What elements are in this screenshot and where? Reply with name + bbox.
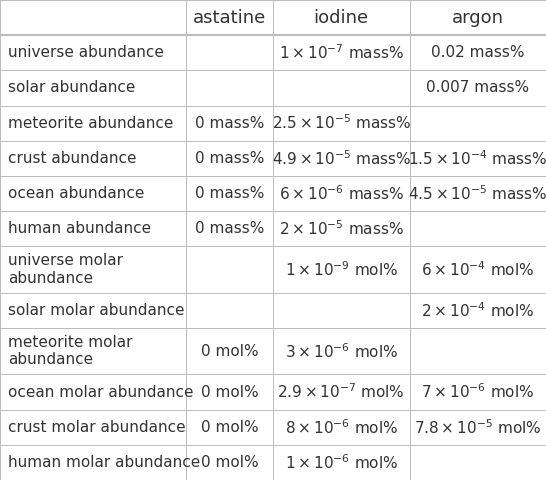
Text: 0 mol%: 0 mol%	[200, 420, 258, 435]
Text: iodine: iodine	[314, 9, 369, 26]
Text: $7.8\times10^{-5}$ mol%: $7.8\times10^{-5}$ mol%	[414, 418, 542, 437]
Text: $4.9\times10^{-5}$ mass%: $4.9\times10^{-5}$ mass%	[271, 149, 411, 168]
Text: $6\times10^{-4}$ mol%: $6\times10^{-4}$ mol%	[421, 260, 535, 279]
Text: $2\times10^{-5}$ mass%: $2\times10^{-5}$ mass%	[279, 219, 403, 238]
Text: crust abundance: crust abundance	[8, 151, 136, 166]
Text: 0 mol%: 0 mol%	[200, 384, 258, 399]
Text: solar molar abundance: solar molar abundance	[8, 303, 185, 318]
Text: $3\times10^{-6}$ mol%: $3\times10^{-6}$ mol%	[284, 342, 398, 360]
Text: $1\times10^{-9}$ mol%: $1\times10^{-9}$ mol%	[284, 260, 398, 279]
Text: $2.5\times10^{-5}$ mass%: $2.5\times10^{-5}$ mass%	[271, 114, 411, 132]
Text: argon: argon	[452, 9, 504, 26]
Text: 0 mass%: 0 mass%	[194, 116, 264, 131]
Text: ocean molar abundance: ocean molar abundance	[8, 384, 194, 399]
Text: 0 mol%: 0 mol%	[200, 344, 258, 359]
Text: 0 mass%: 0 mass%	[194, 186, 264, 201]
Text: meteorite abundance: meteorite abundance	[8, 116, 174, 131]
Text: $1\times10^{-6}$ mol%: $1\times10^{-6}$ mol%	[284, 453, 398, 472]
Text: crust molar abundance: crust molar abundance	[8, 420, 186, 435]
Text: 0.02 mass%: 0.02 mass%	[431, 45, 525, 60]
Text: $1.5\times10^{-4}$ mass%: $1.5\times10^{-4}$ mass%	[408, 149, 546, 168]
Text: meteorite molar
abundance: meteorite molar abundance	[8, 335, 133, 367]
Text: 0 mass%: 0 mass%	[194, 151, 264, 166]
Text: universe abundance: universe abundance	[8, 45, 164, 60]
Text: $2.9\times10^{-7}$ mol%: $2.9\times10^{-7}$ mol%	[277, 383, 405, 401]
Text: $2\times10^{-4}$ mol%: $2\times10^{-4}$ mol%	[421, 301, 535, 320]
Text: 0.007 mass%: 0.007 mass%	[426, 81, 529, 96]
Text: 0 mass%: 0 mass%	[194, 221, 264, 236]
Text: $8\times10^{-6}$ mol%: $8\times10^{-6}$ mol%	[284, 418, 398, 437]
Text: $1\times10^{-7}$ mass%: $1\times10^{-7}$ mass%	[279, 43, 403, 62]
Text: universe molar
abundance: universe molar abundance	[8, 253, 123, 286]
Text: $7\times10^{-6}$ mol%: $7\times10^{-6}$ mol%	[421, 383, 535, 401]
Text: 0 mol%: 0 mol%	[200, 455, 258, 470]
Text: solar abundance: solar abundance	[8, 81, 135, 96]
Text: $4.5\times10^{-5}$ mass%: $4.5\times10^{-5}$ mass%	[408, 184, 546, 203]
Text: human molar abundance: human molar abundance	[8, 455, 200, 470]
Text: human abundance: human abundance	[8, 221, 151, 236]
Text: $6\times10^{-6}$ mass%: $6\times10^{-6}$ mass%	[279, 184, 403, 203]
Text: ocean abundance: ocean abundance	[8, 186, 145, 201]
Text: astatine: astatine	[193, 9, 266, 26]
